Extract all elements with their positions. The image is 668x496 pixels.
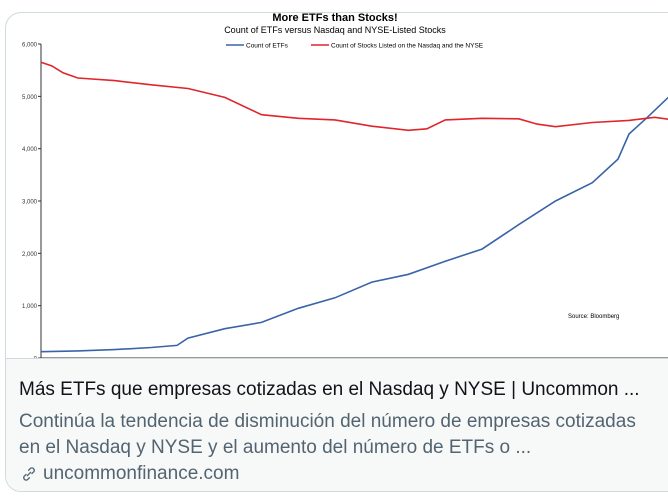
card-domain[interactable]: uncommonfinance.com [19, 463, 239, 485]
y-tick-label: 1,000 [22, 304, 38, 310]
card-title[interactable]: Más ETFs que empresas cotizadas en el Na… [19, 379, 640, 400]
y-tick-label: 5,000 [22, 95, 38, 101]
chart-subtitle: Count of ETFs versus Nasdaq and NYSE-Lis… [224, 25, 446, 35]
y-tick-label: 6,000 [22, 43, 38, 49]
chart-title: More ETFs than Stocks! [272, 12, 397, 24]
y-tick-label: 2,000 [22, 252, 38, 258]
chart-image: More ETFs than Stocks! Count of ETFs vers… [6, 12, 668, 371]
card-description: Continúa la tendencia de disminución del… [19, 411, 636, 458]
y-tick-label: 3,000 [22, 200, 38, 206]
legend-label-1: Count of Stocks Listed on the Nasdaq and… [331, 43, 484, 50]
card-domain-text: uncommonfinance.com [43, 463, 240, 484]
series-line-0 [40, 96, 668, 353]
link-icon [23, 467, 35, 481]
legend-label-0: Count of ETFs [246, 43, 289, 50]
series-line-1 [40, 61, 668, 132]
chart-source: Source: Bloomberg [568, 314, 619, 320]
y-tick-label: 4,000 [22, 147, 38, 153]
chart-svg: More ETFs than Stocks!Count of ETFs vers… [22, 12, 668, 369]
card-meta: Más ETFs que empresas cotizadas en el Na… [6, 358, 668, 491]
link-preview-card[interactable]: More ETFs than Stocks! Count of ETFs vers… [5, 12, 668, 492]
